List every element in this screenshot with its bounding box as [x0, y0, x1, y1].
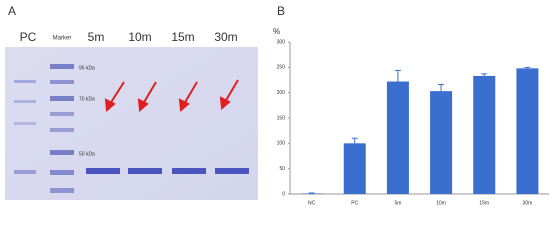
y-tick-label: 100	[277, 141, 286, 147]
gel-bands	[14, 64, 249, 193]
bar	[300, 193, 323, 194]
marker-label: 50 kDa	[79, 151, 95, 157]
bar	[516, 68, 539, 194]
x-tick-label: NC	[308, 200, 316, 206]
panel-label: A	[8, 4, 16, 18]
lane-label: 5m	[88, 30, 105, 44]
x-tick-label: 30m	[523, 200, 533, 206]
bar	[473, 75, 496, 194]
lane-label: PC	[20, 30, 37, 44]
error-bar	[308, 192, 315, 194]
error-bar	[481, 73, 488, 76]
y-tick-label: 300	[277, 39, 286, 45]
y-tick-label: 150	[277, 115, 286, 121]
figure: A PC Marker 5m 10m 15m 30m 95 kDa 70 kDa…	[5, 4, 549, 206]
y-tick-label: 200	[277, 90, 286, 96]
bar	[430, 91, 453, 194]
x-tick-label: 15m	[479, 200, 489, 206]
bar	[343, 143, 366, 194]
marker-label: 70 kDa	[79, 96, 95, 102]
marker-label: 95 kDa	[79, 65, 95, 71]
y-axis-label: %	[273, 27, 280, 36]
error-bar	[394, 69, 401, 82]
x-tick-label: 10m	[436, 200, 446, 206]
error-bar	[438, 84, 445, 92]
x-tick-label: 5m	[394, 200, 401, 206]
y-tick-label: 0	[282, 191, 285, 197]
panel-label: B	[277, 4, 285, 18]
arrows	[104, 79, 239, 113]
lane-label: 15m	[171, 30, 194, 44]
error-bar	[524, 66, 531, 69]
page: {"gel":{"panel":"A","lanes":["PC","Marke…	[5, 4, 549, 207]
x-tick-label: PC	[351, 200, 358, 206]
bar	[386, 81, 409, 194]
lane-label: Marker	[53, 36, 72, 42]
lane-label: 10m	[128, 30, 151, 44]
error-bar	[351, 137, 358, 144]
gel-image	[5, 47, 258, 200]
y-tick-label: 250	[277, 65, 286, 71]
lane-label: 30m	[214, 30, 237, 44]
y-tick-label: 50	[279, 166, 285, 172]
